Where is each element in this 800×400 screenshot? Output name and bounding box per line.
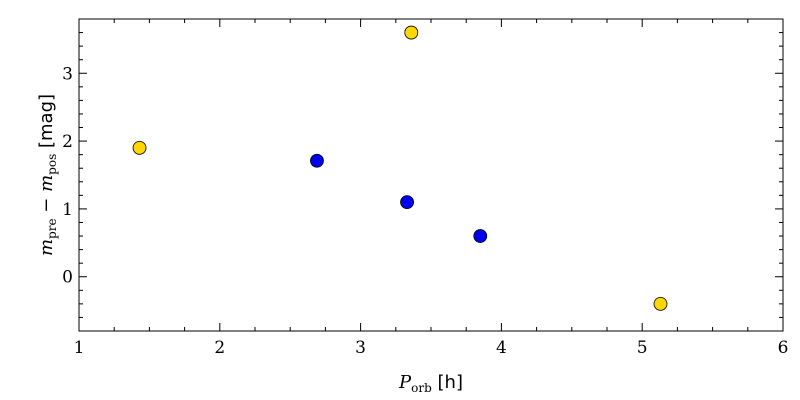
- x-tick-label: 1: [74, 338, 85, 358]
- data-point: [310, 153, 324, 168]
- plot-frame: [78, 18, 784, 332]
- data-point: [404, 25, 419, 40]
- y-tick-label: 3: [62, 64, 73, 84]
- x-tick-label: 3: [355, 338, 366, 358]
- data-point: [653, 296, 668, 311]
- y-axis-label: mpre − mpos [mag]: [36, 94, 59, 256]
- data-point: [400, 195, 414, 210]
- x-tick-label: 6: [778, 338, 789, 358]
- y-tick-label: 1: [62, 200, 73, 220]
- x-tick-label: 4: [496, 338, 507, 358]
- axis-ticks: [79, 19, 783, 331]
- y-tick-label: 2: [62, 132, 73, 152]
- x-tick-label: 5: [637, 338, 648, 358]
- data-point: [473, 229, 488, 243]
- y-tick-label: 0: [62, 268, 73, 288]
- x-axis-label: Porb [h]: [398, 372, 463, 395]
- data-point: [132, 140, 147, 155]
- x-tick-label: 2: [214, 338, 225, 358]
- data-points: [132, 25, 668, 311]
- tick-labels: 1 2 3 4 5 6 0 1 2 3: [62, 64, 788, 358]
